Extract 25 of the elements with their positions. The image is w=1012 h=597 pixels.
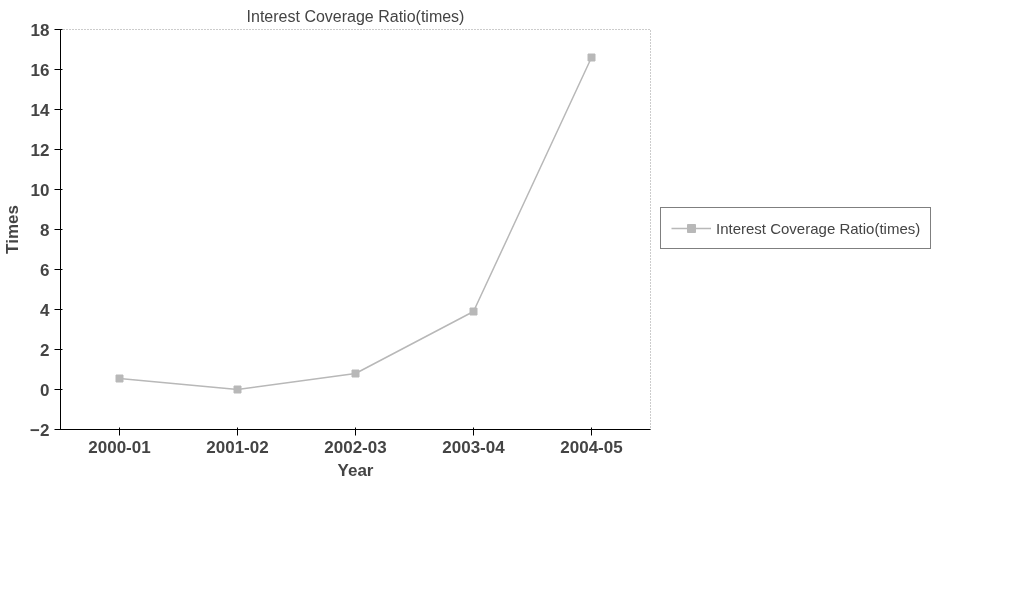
point: [351, 369, 360, 378]
x-tick-label: 2000-01: [88, 437, 151, 457]
y-tick-label: 16: [30, 60, 50, 80]
x-tick-label: 2001-02: [206, 437, 269, 457]
x-tick-label: 2003-04: [442, 437, 506, 457]
y-tick-label: 8: [40, 220, 50, 240]
y-axis-title: Times: [3, 205, 23, 254]
point: [469, 307, 478, 316]
x-tick-label: 2004-05: [560, 437, 623, 457]
y-tick-label: 4: [40, 300, 51, 320]
y-tick-label: 6: [40, 260, 50, 280]
chart-title: Interest Coverage Ratio(times): [246, 7, 465, 25]
y-tick-label: 18: [30, 20, 50, 40]
y-tick-label: 14: [30, 100, 51, 120]
y-tick-label: −2: [30, 420, 50, 440]
legend-label: Interest Coverage Ratio(times): [716, 219, 921, 237]
y-tick-label: 2: [40, 340, 50, 360]
point: [233, 385, 242, 394]
y-tick-label: 12: [30, 140, 50, 160]
x-tick-label: 2002-03: [324, 437, 387, 457]
y-tick-label: 10: [30, 180, 50, 200]
point: [115, 374, 124, 383]
x-axis-title: Year: [337, 460, 374, 480]
y-tick-label: 0: [40, 380, 50, 400]
point: [587, 53, 596, 62]
